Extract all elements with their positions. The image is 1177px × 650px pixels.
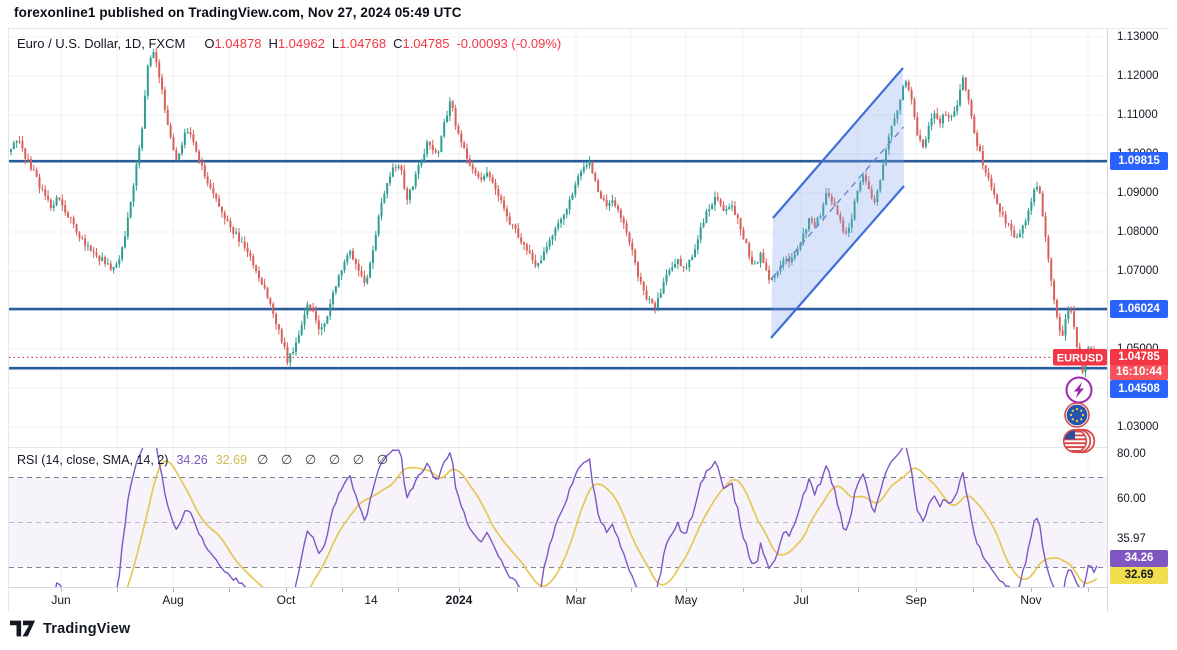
bar-countdown: 16:10:44 <box>1110 365 1168 380</box>
time-axis-label: Oct <box>276 593 296 607</box>
time-axis-tick <box>173 588 174 592</box>
rsi-legend: RSI (14, close, SMA, 14, 2) 34.26 32.69 ∅ ∅… <box>17 452 388 468</box>
rsi-pane[interactable]: RSI (14, close, SMA, 14, 2) 34.26 32.69 ∅ ∅… <box>9 447 1107 587</box>
time-axis-label: Mar <box>565 593 587 607</box>
time-axis[interactable]: Jun Aug Oct 14 2024 Mar May Jul Sep Nov <box>9 587 1170 613</box>
open-label: O <box>204 36 215 51</box>
symbol-price-tag: EURUSD <box>1053 349 1107 366</box>
time-axis-label: 2024 <box>445 593 473 607</box>
rsi-value-badge[interactable]: 34.26 <box>1110 550 1168 567</box>
price-level-badge[interactable]: 1.04508 <box>1110 380 1168 398</box>
time-axis-tick <box>398 588 399 592</box>
price-axis-label: 1.13000 <box>1117 31 1159 43</box>
price-level-badge[interactable]: 1.06024 <box>1110 300 1168 319</box>
price-axis-label: 1.09000 <box>1117 187 1159 199</box>
symbol-icons <box>1062 376 1096 454</box>
time-axis-label: Nov <box>1020 593 1042 607</box>
time-axis-tick <box>1031 588 1032 592</box>
rsi-axis-label: 80.00 <box>1117 448 1146 460</box>
rsi-axis-label: 60.00 <box>1117 493 1146 505</box>
support-resistance-lines[interactable] <box>9 159 1107 370</box>
rsi-ma-line <box>126 460 1098 587</box>
rsi-ma-value: 32.69 <box>215 453 248 467</box>
candlestick-chart[interactable]: EURUSD <box>9 29 1107 454</box>
price-axis-label: 1.08000 <box>1117 226 1159 238</box>
price-axis-label: 1.12000 <box>1117 70 1159 82</box>
time-axis-label: Jul <box>793 593 809 607</box>
close-value: 1.04785 <box>402 36 450 51</box>
close-label: C <box>393 36 403 51</box>
chart-widget: Euro / U.S. Dollar, 1D, FXCM O1.04878 H1.0… <box>8 28 1170 613</box>
low-label: L <box>331 36 340 51</box>
price-axis[interactable]: 1.130001.120001.110001.100001.090001.080… <box>1107 29 1170 613</box>
price-level-badge[interactable]: 1.09815 <box>1110 152 1168 171</box>
current-price-value: 1.04785 <box>1118 351 1160 363</box>
time-axis-tick <box>973 588 974 592</box>
svg-text:EURUSD: EURUSD <box>1057 353 1104 365</box>
time-axis-tick <box>576 588 577 592</box>
time-axis-tick <box>517 588 518 592</box>
candles <box>10 47 1098 377</box>
time-axis-tick <box>229 588 230 592</box>
time-axis-label: Sep <box>905 593 927 607</box>
time-axis-tick <box>858 588 859 592</box>
time-axis-tick <box>631 588 632 592</box>
parallel-channel[interactable] <box>770 67 905 339</box>
rsi-ma-badge[interactable]: 32.69 <box>1110 567 1168 584</box>
time-axis-tick <box>743 588 744 592</box>
time-axis-tick <box>686 588 687 592</box>
main-price-pane[interactable]: Euro / U.S. Dollar, 1D, FXCM O1.04878 H1.0… <box>9 29 1107 454</box>
price-axis-label: 1.11000 <box>1117 109 1158 121</box>
high-label: H <box>268 36 278 51</box>
tradingview-logo-icon <box>10 620 36 637</box>
time-axis-tick <box>459 588 460 592</box>
time-axis-tick <box>342 588 343 592</box>
time-axis-label: Aug <box>162 593 184 607</box>
tradingview-brand-name: TradingView <box>43 621 131 637</box>
time-axis-label: Jun <box>51 593 71 607</box>
time-axis-tick <box>1088 588 1089 592</box>
rsi-chart[interactable] <box>9 448 1107 587</box>
rsi-axis-label: 35.97 <box>1117 533 1146 545</box>
open-value: 1.04878 <box>214 36 262 51</box>
time-axis-label: 14 <box>364 593 378 607</box>
footer: TradingView <box>0 612 1177 650</box>
attribution-text: forexonline1 published on TradingView.co… <box>14 5 462 20</box>
price-axis-label: 1.03000 <box>1117 421 1159 433</box>
time-axis-tick <box>916 588 917 592</box>
time-axis-tick <box>117 588 118 592</box>
rsi-empty-set-icons: ∅ ∅ ∅ ∅ ∅ ∅ <box>257 452 389 467</box>
current-price-badge[interactable]: 1.04785 16:10:44 <box>1110 349 1168 380</box>
plot-column: Euro / U.S. Dollar, 1D, FXCM O1.04878 H1.0… <box>9 29 1170 613</box>
grid-lines <box>9 29 1107 447</box>
tradingview-brand: TradingView <box>10 620 130 638</box>
time-axis-label: May <box>674 593 698 607</box>
time-axis-tick <box>286 588 287 592</box>
rsi-label: RSI (14, close, SMA, 14, 2) <box>17 453 169 467</box>
rsi-line <box>55 448 1098 587</box>
us-flag-icon <box>1063 429 1087 453</box>
symbol-legend: Euro / U.S. Dollar, 1D, FXCM O1.04878 H1.0… <box>17 36 561 51</box>
high-value: 1.04962 <box>277 36 325 51</box>
rsi-value: 34.26 <box>176 453 208 467</box>
time-axis-tick <box>801 588 802 592</box>
low-value: 1.04768 <box>339 36 387 51</box>
time-axis-tick <box>61 588 62 592</box>
price-axis-label: 1.07000 <box>1117 265 1159 277</box>
change-value: -0.00093 (-0.09%) <box>456 36 562 51</box>
symbol-title: Euro / U.S. Dollar, 1D, FXCM <box>17 36 186 51</box>
